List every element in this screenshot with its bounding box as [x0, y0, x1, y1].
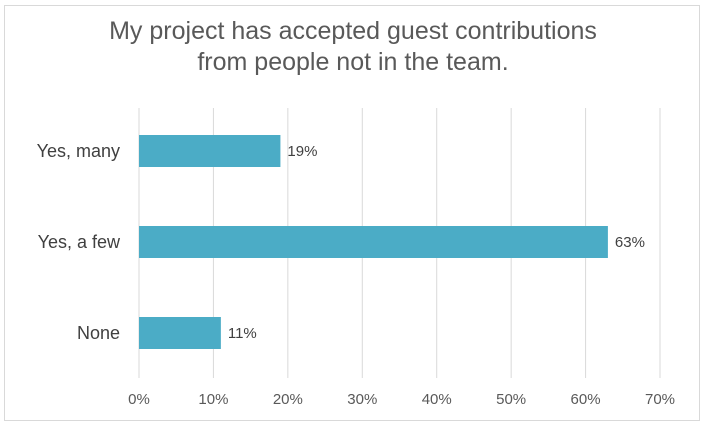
x-tick-label: 30% [347, 391, 377, 408]
x-tick-label: 0% [128, 391, 150, 408]
x-tick-label: 60% [571, 391, 601, 408]
x-tick-label: 20% [273, 391, 303, 408]
bar [139, 135, 281, 167]
x-tick-label: 40% [422, 391, 452, 408]
data-label: 63% [615, 234, 645, 251]
chart-title-line-1: My project has accepted guest contributi… [109, 17, 597, 45]
data-labels: 19% 63% 11% [228, 143, 645, 342]
data-label: 19% [287, 143, 317, 160]
category-labels: Yes, many Yes, a few None [37, 141, 121, 343]
bar [139, 226, 608, 258]
category-label: Yes, a few [38, 232, 121, 252]
x-tick-label: 10% [198, 391, 228, 408]
category-label: Yes, many [37, 141, 120, 161]
x-tick-labels: 0% 10% 20% 30% 40% 50% 60% 70% [128, 391, 675, 408]
chart-title: My project has accepted guest contributi… [0, 16, 706, 78]
bar [139, 317, 221, 349]
chart-frame [4, 5, 700, 421]
data-label: 11% [228, 325, 257, 342]
x-tick-label: 70% [645, 391, 675, 408]
category-label: None [77, 323, 120, 343]
chart-title-line-2: from people not in the team. [197, 48, 509, 76]
bars [139, 135, 608, 349]
x-tick-label: 50% [496, 391, 526, 408]
